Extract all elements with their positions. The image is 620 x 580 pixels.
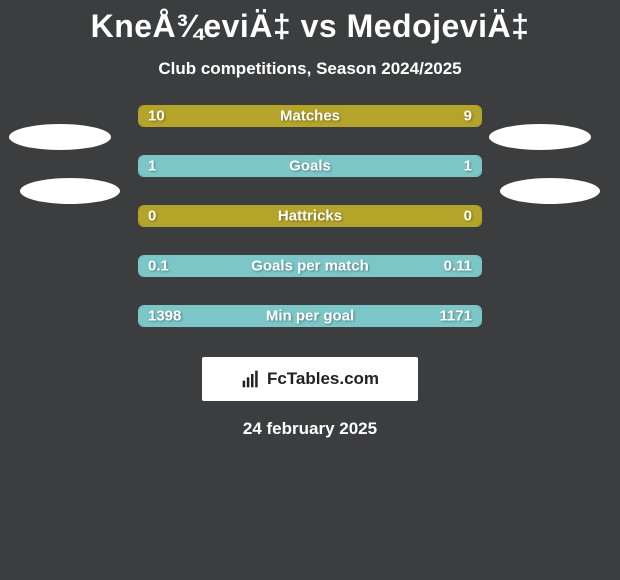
side-ellipse <box>500 178 600 204</box>
brand-text: FcTables.com <box>267 369 379 389</box>
row-label: Min per goal <box>266 308 354 325</box>
row-label: Hattricks <box>278 208 342 225</box>
side-ellipse <box>489 124 591 150</box>
row-label: Goals <box>289 158 331 175</box>
value-left: 1 <box>148 158 156 175</box>
value-left: 1398 <box>148 308 181 325</box>
brand-badge: FcTables.com <box>202 357 418 401</box>
row-label: Matches <box>280 108 340 125</box>
comparison-row: 1 1 Goals <box>138 155 482 177</box>
value-right: 1 <box>464 158 472 175</box>
page-title: KneÅ¾eviÄ‡ vs MedojeviÄ‡ <box>0 0 620 45</box>
chart-bars-icon <box>241 369 261 389</box>
comparison-row: 10 9 Matches <box>138 105 482 127</box>
date-label: 24 february 2025 <box>0 419 620 439</box>
side-ellipse <box>9 124 111 150</box>
value-left: 10 <box>148 108 165 125</box>
value-left: 0 <box>148 208 156 225</box>
value-right: 0 <box>464 208 472 225</box>
comparison-row: 0.1 0.11 Goals per match <box>138 255 482 277</box>
row-label: Goals per match <box>251 258 369 275</box>
value-right: 9 <box>464 108 472 125</box>
side-ellipse <box>20 178 120 204</box>
comparison-row: 1398 1171 Min per goal <box>138 305 482 327</box>
value-right: 1171 <box>439 308 472 325</box>
value-right: 0.11 <box>444 258 472 275</box>
value-left: 0.1 <box>148 258 169 275</box>
subtitle: Club competitions, Season 2024/2025 <box>0 59 620 79</box>
comparison-row: 0 0 Hattricks <box>138 205 482 227</box>
